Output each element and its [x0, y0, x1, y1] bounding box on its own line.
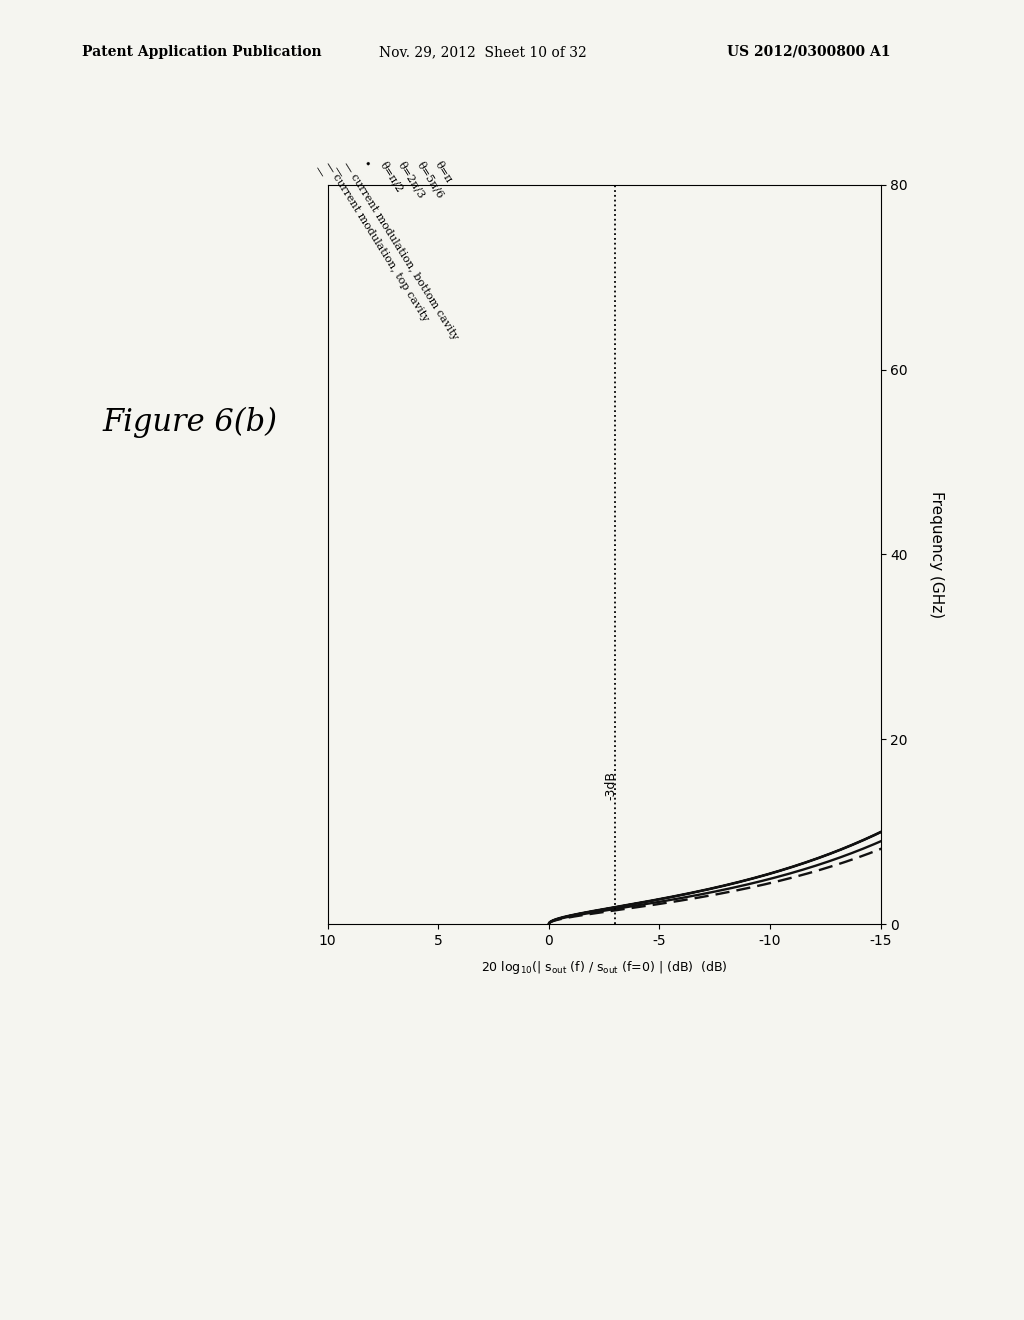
Text: —: — [331, 164, 345, 178]
Text: -3dB: -3dB [604, 771, 617, 800]
Text: θ=2π/3: θ=2π/3 [396, 160, 427, 201]
Text: — current modulation, top cavity: — current modulation, top cavity [323, 160, 430, 323]
Text: —: — [312, 164, 327, 178]
Text: θ=5π/6: θ=5π/6 [415, 160, 445, 201]
Text: Nov. 29, 2012  Sheet 10 of 32: Nov. 29, 2012 Sheet 10 of 32 [379, 45, 587, 59]
Text: — current modulation, bottom cavity: — current modulation, bottom cavity [341, 160, 460, 342]
Y-axis label: Frequency (GHz): Frequency (GHz) [929, 491, 944, 618]
Text: θ=π: θ=π [433, 160, 454, 185]
Text: US 2012/0300800 A1: US 2012/0300800 A1 [727, 45, 891, 59]
Text: •: • [359, 160, 372, 170]
X-axis label: 20 log$_{10}$(| s$_{\mathsf{out}}$ (f) / s$_{\mathsf{out}}$ (f=0) | (dB)  (dB): 20 log$_{10}$(| s$_{\mathsf{out}}$ (f) /… [481, 958, 727, 975]
Text: Figure 6(b): Figure 6(b) [102, 407, 278, 438]
Text: Patent Application Publication: Patent Application Publication [82, 45, 322, 59]
Text: θ=π/2: θ=π/2 [378, 160, 404, 194]
